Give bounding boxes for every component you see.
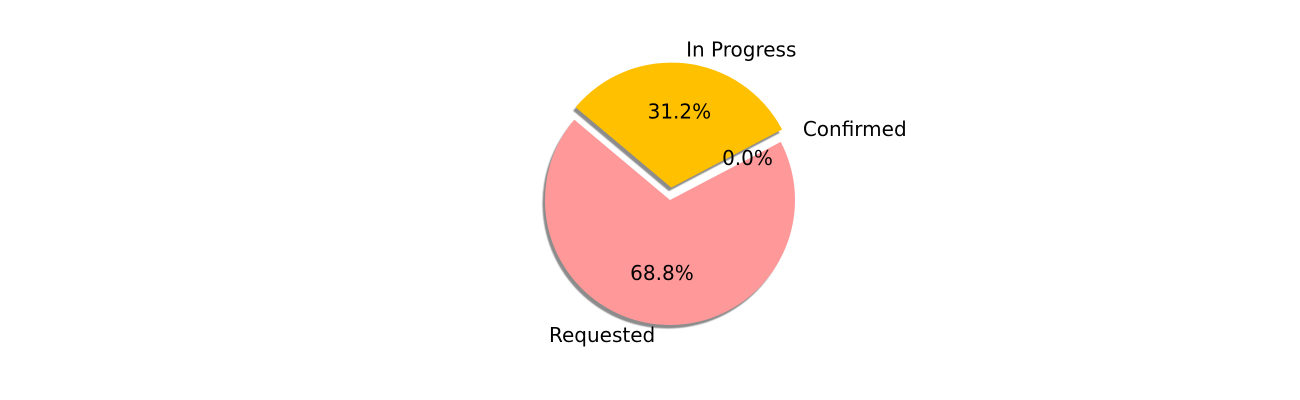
slice-pct-confirmed: 0.0% (722, 146, 773, 170)
slice-requested (545, 119, 796, 326)
slice-labels: Requested 68.8% Confirmed 0.0% In Progress 31… (549, 37, 907, 347)
slice-pct-requested: 68.8% (630, 261, 694, 285)
slices (545, 62, 796, 326)
slice-label-confirmed: Confirmed (803, 117, 907, 141)
slice-label-requested: Requested (549, 323, 655, 347)
slice-in-progress (575, 62, 783, 188)
slice-pct-in-progress: 31.2% (648, 100, 712, 124)
slice-label-in-progress: In Progress (686, 37, 796, 61)
